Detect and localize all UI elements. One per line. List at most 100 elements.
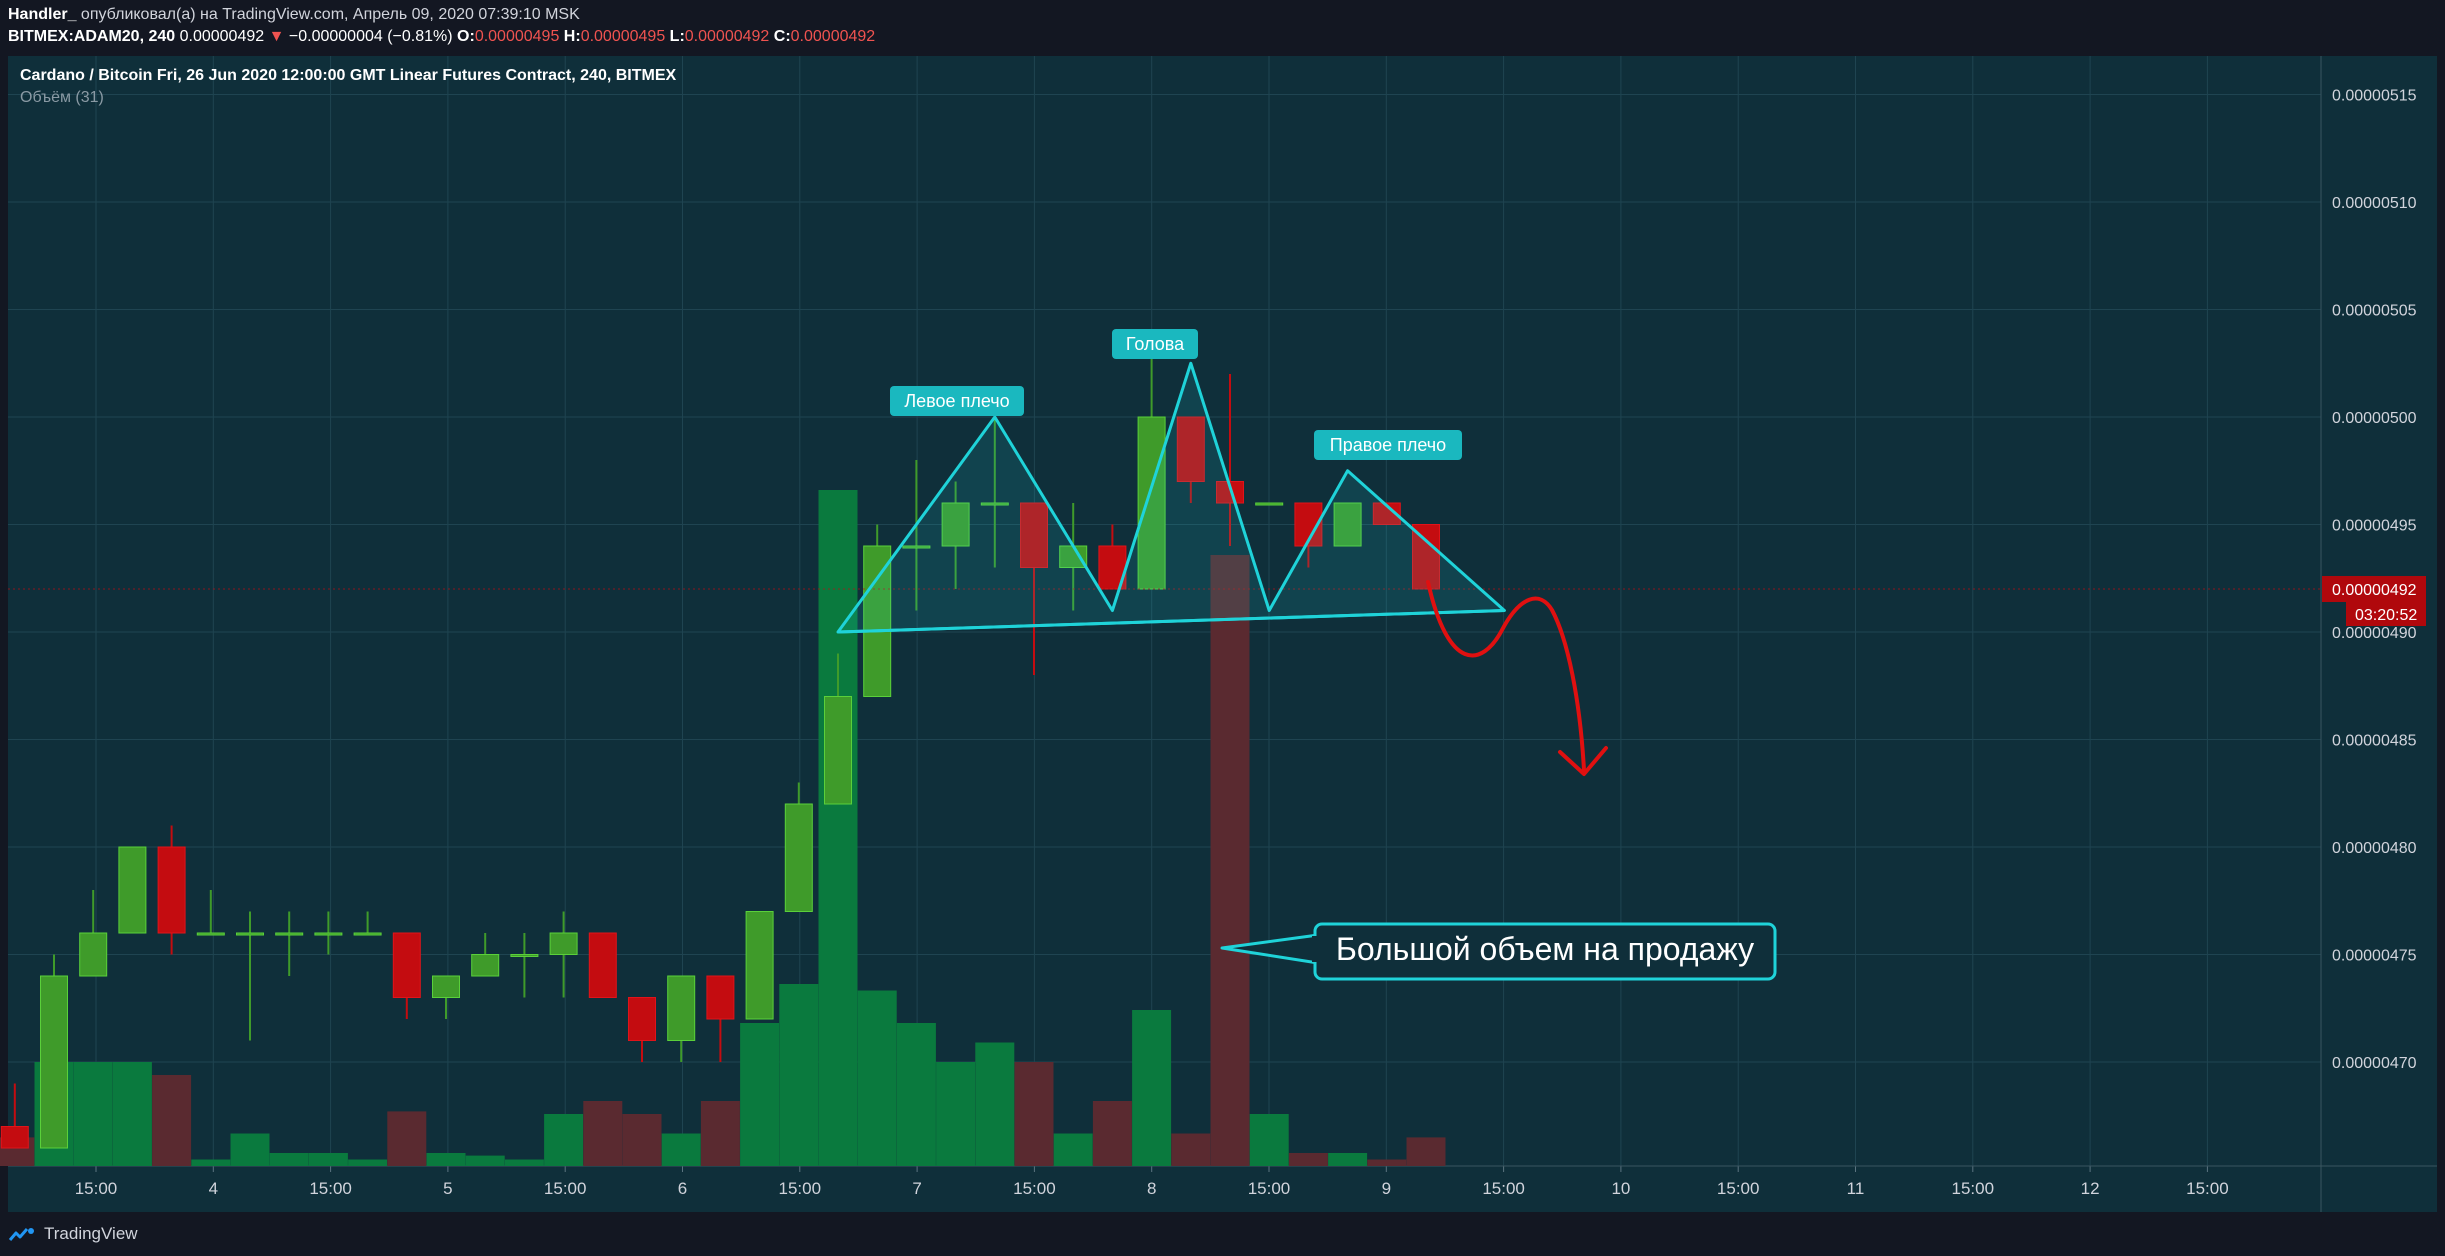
candle-body (628, 997, 656, 1041)
open-label: O: (457, 28, 475, 45)
symbol-label[interactable]: BITMEX:ADAM20, 240 (8, 28, 176, 45)
time-tick-label: 15:00 (2186, 1179, 2229, 1198)
publish-text: опубликовал(а) на TradingView.com, Апрел… (76, 6, 580, 23)
tradingview-brand: TradingView (44, 1224, 138, 1243)
price-tick-label: 0.00000470 (2332, 1055, 2417, 1072)
price-tick-label: 0.00000505 (2332, 303, 2417, 320)
volume-bar (269, 1153, 309, 1166)
candle-body (392, 932, 421, 998)
volume-bar (779, 984, 819, 1166)
volume-bar (387, 1111, 427, 1166)
footer: TradingView (0, 1212, 2445, 1256)
legend-title: Cardano / Bitcoin Fri, 26 Jun 2020 12:00… (20, 67, 677, 84)
right-shoulder-label: Правое плечо (1314, 430, 1462, 460)
volume-bar (1132, 1010, 1172, 1166)
low-label: L: (669, 28, 685, 45)
candle-body (863, 545, 892, 697)
candle-body (157, 846, 186, 934)
time-tick-label: 15:00 (544, 1179, 587, 1198)
candle-body (314, 932, 343, 936)
candle-body (1137, 416, 1166, 590)
volume-bar (857, 990, 897, 1166)
candle-body (196, 932, 225, 936)
volume-bar (426, 1153, 466, 1166)
low-value: 0.00000492 (684, 28, 770, 45)
candle-body (1020, 502, 1048, 568)
candle-body (510, 954, 539, 957)
close-value: 0.00000492 (790, 28, 876, 45)
candle-body (1255, 502, 1284, 506)
time-tick-label: 7 (912, 1179, 921, 1198)
volume-bars (0, 490, 1446, 1166)
price-chart[interactable]: Cardano / Bitcoin Fri, 26 Jun 2020 12:00… (0, 0, 2445, 1212)
candle-body (588, 932, 617, 998)
candle-body (1333, 502, 1362, 547)
volume-bar (1210, 555, 1250, 1166)
price-tick-label: 0.00000495 (2332, 518, 2417, 535)
head-label-bg (1112, 329, 1198, 359)
time-tick-label: 9 (1382, 1179, 1391, 1198)
candle-body (1412, 524, 1440, 590)
volume-bar (1014, 1062, 1054, 1166)
price-tick-label: 0.00000475 (2332, 948, 2417, 965)
volume-bar (152, 1075, 192, 1166)
volume-bar (818, 490, 858, 1166)
candle-body (1372, 502, 1401, 525)
volume-bar (348, 1159, 388, 1166)
volume-bar (1288, 1153, 1328, 1166)
time-axis-background[interactable] (8, 1166, 2437, 1212)
tradingview-logo-icon (8, 1228, 34, 1241)
left-shoulder-text: Левое плечо (904, 391, 1009, 411)
ohlc-line: BITMEX:ADAM20, 240 0.00000492 ▼ −0.00000… (8, 28, 875, 46)
price-tick-label: 0.00000500 (2332, 410, 2417, 427)
big-volume-callout: Большой объем на продажу (1220, 922, 1777, 981)
volume-bar (1249, 1114, 1289, 1166)
candle-body (471, 954, 500, 977)
candle-body (1176, 416, 1205, 482)
time-tick-label: 15:00 (1717, 1179, 1760, 1198)
price-tick-label: 0.00000485 (2332, 733, 2417, 750)
candle-body (40, 975, 68, 1149)
volume-bar (504, 1159, 544, 1166)
volume-bar (73, 1062, 113, 1166)
close-label: C: (773, 28, 791, 45)
tradingview-logo[interactable]: TradingView (8, 1224, 138, 1244)
volume-bar (544, 1114, 584, 1166)
time-tick-label: 15:00 (75, 1179, 118, 1198)
high-value: 0.00000495 (580, 28, 666, 45)
time-tick-label: 5 (443, 1179, 452, 1198)
countdown-badge-bg (2346, 602, 2426, 626)
volume-bar (112, 1062, 152, 1166)
volume-bar (1092, 1101, 1132, 1166)
high-label: H: (563, 28, 581, 45)
volume-bar (622, 1114, 662, 1166)
head-and-shoulders-pattern (836, 361, 1506, 634)
current-price-badge: 0.00000492 03:20:52 (2322, 576, 2426, 626)
pattern-shape (836, 361, 1506, 634)
candle-body (1216, 481, 1244, 504)
candle-body (784, 803, 813, 912)
time-tick-label: 15:00 (779, 1179, 822, 1198)
candle-body (667, 975, 696, 1041)
volume-bar (1053, 1133, 1093, 1166)
volume-bar (1406, 1137, 1446, 1166)
time-axis-labels: 15:00 4 15:00 5 15:00 6 15:00 7 15:00 8 15:00 9 15:0… (75, 1179, 2229, 1198)
author-name[interactable]: Handler_ (8, 6, 77, 23)
price-tick-label: 0.00000510 (2332, 195, 2417, 212)
time-tick-label: 15:00 (309, 1179, 352, 1198)
price-change: −0.00000004 (−0.81%) (288, 28, 453, 45)
callout-text: Большой объем на продажу (1336, 931, 1754, 967)
candle-body (118, 846, 147, 934)
head-label: Голова (1112, 329, 1198, 359)
candle-body (902, 545, 931, 549)
legend-volume: Объём (31) (20, 89, 104, 106)
candle-body (980, 502, 1009, 506)
volume-bar (191, 1159, 231, 1166)
time-tick-label: 15:00 (1482, 1179, 1525, 1198)
volume-bar (936, 1062, 976, 1166)
head-text: Голова (1126, 334, 1185, 354)
time-tick-label: 15:00 (1952, 1179, 1995, 1198)
volume-bar (1171, 1133, 1211, 1166)
volume-bar (661, 1133, 701, 1166)
current-price-badge-bg (2322, 576, 2426, 602)
